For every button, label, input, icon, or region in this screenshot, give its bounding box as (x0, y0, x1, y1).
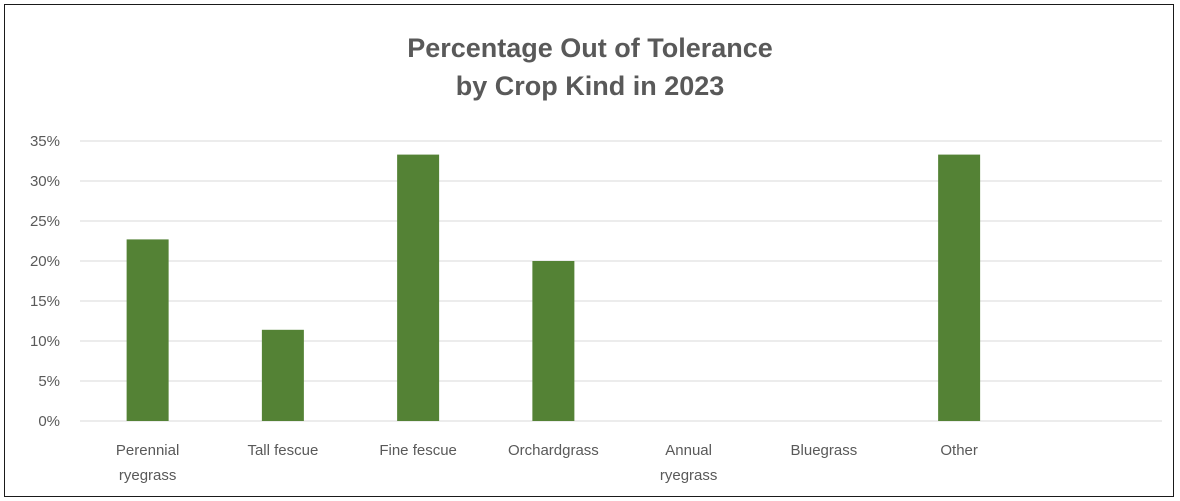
x-category-label: Fine fescue (379, 442, 457, 459)
x-category-label: Annual (665, 442, 712, 459)
y-tick-label: 25% (30, 213, 60, 230)
chart-title-line-2: by Crop Kind in 2023 (456, 71, 725, 101)
y-tick-label: 5% (38, 373, 60, 390)
gridlines (80, 140, 1162, 422)
y-axis-ticks: 0% 5% 10% 15% 20% 25% 30% 35% (30, 133, 60, 430)
x-category-label: Perennial (116, 442, 179, 459)
y-tick-label: 15% (30, 293, 60, 310)
bar (532, 261, 575, 421)
x-axis-categories: Perennial ryegrass Tall fescue Fine fescue O… (116, 442, 978, 484)
x-category-label: Tall fescue (247, 442, 318, 459)
y-tick-label: 10% (30, 333, 60, 350)
bar (261, 329, 304, 421)
bar (397, 154, 440, 421)
bars (126, 154, 981, 421)
x-category-label: Orchardgrass (508, 442, 599, 459)
chart-title-line-1: Percentage Out of Tolerance (407, 33, 773, 63)
x-category-label: Other (940, 442, 978, 459)
chart-title: Percentage Out of Tolerance by Crop Kind… (407, 33, 773, 101)
x-category-label: ryegrass (660, 467, 718, 484)
y-tick-label: 20% (30, 253, 60, 270)
y-tick-label: 30% (30, 173, 60, 190)
y-tick-label: 35% (30, 133, 60, 150)
x-category-label: ryegrass (119, 467, 177, 484)
x-category-label: Bluegrass (791, 442, 858, 459)
bar (938, 154, 981, 421)
y-tick-label: 0% (38, 413, 60, 430)
bar (126, 239, 169, 421)
